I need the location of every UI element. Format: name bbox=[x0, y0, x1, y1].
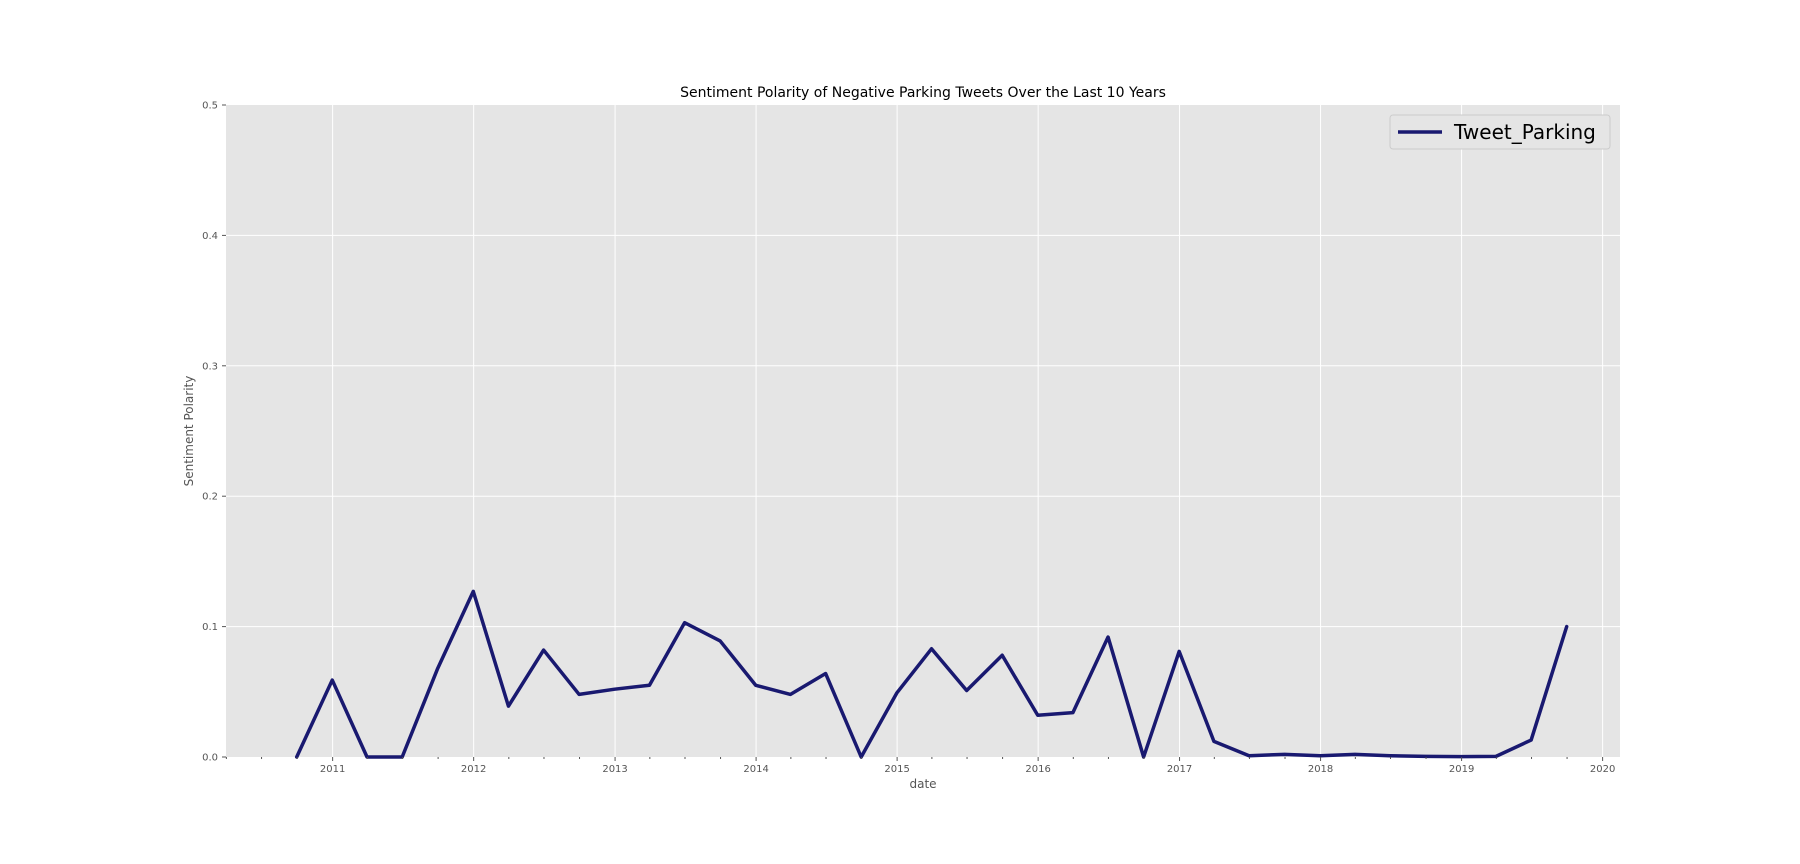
y-tick-label: 0.1 bbox=[202, 622, 218, 633]
y-tick-label: 0.3 bbox=[202, 361, 218, 372]
chart-title: Sentiment Polarity of Negative Parking T… bbox=[680, 85, 1166, 101]
x-tick-label: 2016 bbox=[1025, 764, 1050, 775]
x-tick-label: 2019 bbox=[1449, 764, 1474, 775]
y-axis-ticks: 0.0 0.1 0.2 0.3 0.4 0.5 bbox=[202, 101, 226, 764]
x-tick-label: 2011 bbox=[320, 764, 345, 775]
y-axis-label: Sentiment Polarity bbox=[182, 376, 196, 487]
x-tick-label: 2017 bbox=[1167, 764, 1192, 775]
series-layer bbox=[294, 589, 1569, 759]
legend: Tweet_Parking bbox=[1389, 114, 1611, 150]
x-axis-label: date bbox=[909, 777, 936, 791]
y-tick-label: 0.2 bbox=[202, 492, 218, 503]
x-tick-label: 2013 bbox=[602, 764, 627, 775]
y-tick-label: 0.5 bbox=[202, 101, 218, 112]
y-tick-label: 0.4 bbox=[202, 231, 218, 242]
x-tick-label: 2020 bbox=[1590, 764, 1615, 775]
y-tick-label: 0.0 bbox=[202, 753, 218, 764]
x-tick-label: 2014 bbox=[743, 764, 768, 775]
legend-label-tweet-parking: Tweet_Parking bbox=[1453, 120, 1596, 144]
x-axis-ticks: 2011 2012 2013 2014 2015 2016 2017 2018 2019 2020 bbox=[320, 757, 1615, 775]
x-axis-minor-ticks bbox=[225, 757, 1568, 759]
plot-area bbox=[226, 105, 1620, 757]
x-tick-label: 2012 bbox=[461, 764, 486, 775]
x-tick-label: 2018 bbox=[1308, 764, 1333, 775]
x-tick-label: 2015 bbox=[884, 764, 909, 775]
grid-lines bbox=[226, 105, 1620, 757]
legend-box bbox=[1389, 114, 1611, 150]
series-line-tweet-parking bbox=[294, 589, 1569, 759]
